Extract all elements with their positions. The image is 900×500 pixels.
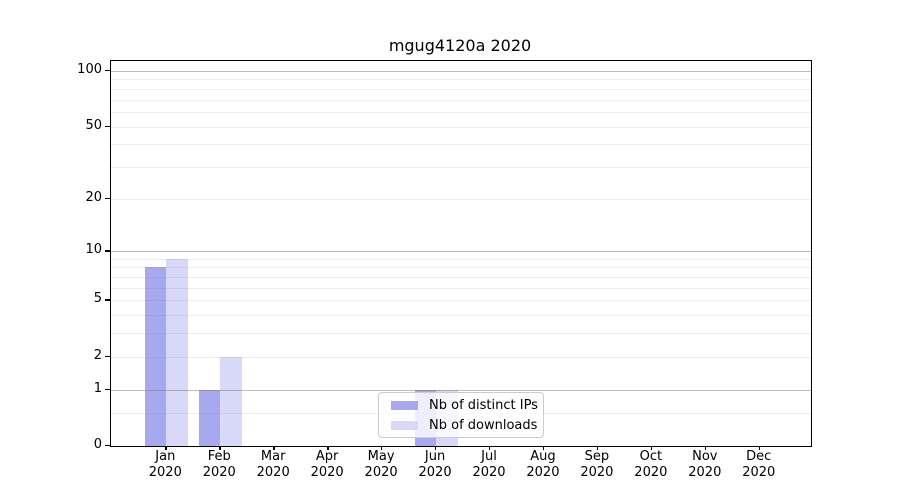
bar-nb-of-distinct-ips-jan bbox=[144, 267, 167, 446]
y-tick-label-50: 50 bbox=[85, 117, 102, 133]
x-tick-month: Aug bbox=[530, 449, 556, 464]
x-tick-mark-jun bbox=[435, 446, 437, 450]
legend-entry-downloads: Nb of downloads bbox=[387, 417, 538, 434]
x-tick-year: 2020 bbox=[364, 465, 398, 480]
y-tick-mark-2 bbox=[105, 355, 110, 358]
x-tick-month: Jun bbox=[424, 449, 446, 464]
y-tick-label-1: 1 bbox=[93, 380, 102, 396]
y-tick-mark-100 bbox=[105, 70, 110, 72]
x-tick-month: Jan bbox=[155, 449, 176, 464]
plot-area: Nb of distinct IPs Nb of downloads bbox=[110, 60, 812, 447]
y-tick-label-100: 100 bbox=[77, 62, 102, 77]
x-tick-year: 2020 bbox=[310, 465, 344, 480]
y-tick-label-20: 20 bbox=[85, 189, 102, 205]
y-tick-label-5: 5 bbox=[93, 291, 102, 307]
x-tick-month: Jul bbox=[481, 449, 497, 464]
x-tick-mark-aug bbox=[542, 446, 545, 450]
x-tick-label-sep: Sep 2020 bbox=[565, 449, 629, 481]
bar-nb-of-downloads-feb bbox=[220, 356, 242, 446]
x-tick-month: Sep bbox=[584, 449, 610, 464]
y-tick-mark-5 bbox=[105, 299, 110, 301]
x-tick-label-jan: Jan 2020 bbox=[133, 449, 197, 481]
x-tick-month: May bbox=[367, 449, 395, 464]
x-tick-label-apr: Apr 2020 bbox=[295, 449, 359, 481]
legend-swatch-distinct-ips bbox=[391, 400, 418, 410]
x-tick-year: 2020 bbox=[526, 465, 560, 480]
x-tick-mark-sep bbox=[596, 446, 599, 450]
x-tick-label-jul: Jul 2020 bbox=[457, 449, 521, 481]
x-tick-mark-mar bbox=[273, 446, 275, 450]
x-tick-year: 2020 bbox=[688, 465, 722, 480]
legend-entry-distinct-ips: Nb of distinct IPs bbox=[387, 397, 538, 414]
y-tick-label-0: 0 bbox=[93, 437, 102, 452]
x-tick-label-dec: Dec 2020 bbox=[727, 449, 791, 481]
x-tick-year: 2020 bbox=[580, 465, 614, 480]
x-tick-month: Apr bbox=[315, 449, 339, 464]
chart-title: mgug4120a 2020 bbox=[388, 36, 532, 55]
y-tick-mark-0 bbox=[105, 445, 110, 447]
legend-label-downloads: Nb of downloads bbox=[429, 417, 538, 433]
x-tick-mark-feb bbox=[219, 446, 221, 450]
x-tick-mark-dec bbox=[758, 446, 761, 450]
y-tick-mark-10 bbox=[105, 250, 110, 252]
x-tick-year: 2020 bbox=[742, 465, 776, 480]
x-tick-year: 2020 bbox=[148, 465, 182, 480]
legend-swatch-downloads bbox=[391, 420, 418, 430]
bar-nb-of-distinct-ips-feb bbox=[198, 389, 221, 446]
y-tick-mark-1 bbox=[105, 388, 110, 391]
y-tick-label-2: 2 bbox=[93, 347, 102, 363]
bars-layer bbox=[111, 61, 811, 446]
legend: Nb of distinct IPs Nb of downloads bbox=[378, 392, 544, 438]
x-tick-label-oct: Oct 2020 bbox=[619, 449, 683, 481]
x-tick-mark-apr bbox=[327, 446, 329, 450]
x-tick-label-feb: Feb 2020 bbox=[187, 449, 251, 481]
x-tick-month: Dec bbox=[746, 449, 772, 464]
x-tick-month: Nov bbox=[692, 449, 718, 464]
x-tick-mark-jul bbox=[489, 446, 491, 450]
x-tick-mark-may bbox=[381, 446, 383, 450]
x-tick-label-aug: Aug 2020 bbox=[511, 449, 575, 481]
x-tick-label-may: May 2020 bbox=[349, 449, 413, 481]
bar-nb-of-downloads-jan bbox=[166, 258, 188, 446]
x-tick-month: Oct bbox=[639, 449, 663, 464]
x-tick-mark-oct bbox=[650, 446, 653, 450]
x-tick-month: Feb bbox=[207, 449, 231, 464]
x-tick-mark-jan bbox=[165, 446, 167, 450]
y-tick-mark-20 bbox=[105, 197, 110, 199]
x-tick-mark-nov bbox=[704, 446, 707, 450]
y-tick-mark-50 bbox=[105, 125, 110, 127]
x-tick-label-jun: Jun 2020 bbox=[403, 449, 467, 481]
x-tick-label-nov: Nov 2020 bbox=[673, 449, 737, 481]
x-tick-year: 2020 bbox=[472, 465, 506, 480]
x-tick-year: 2020 bbox=[202, 465, 236, 480]
x-tick-year: 2020 bbox=[634, 465, 668, 480]
legend-label-distinct-ips: Nb of distinct IPs bbox=[429, 397, 538, 413]
x-tick-year: 2020 bbox=[256, 465, 290, 480]
x-tick-year: 2020 bbox=[418, 465, 452, 480]
x-tick-label-mar: Mar 2020 bbox=[241, 449, 305, 481]
x-tick-month: Mar bbox=[260, 449, 286, 464]
y-tick-label-10: 10 bbox=[85, 242, 102, 258]
